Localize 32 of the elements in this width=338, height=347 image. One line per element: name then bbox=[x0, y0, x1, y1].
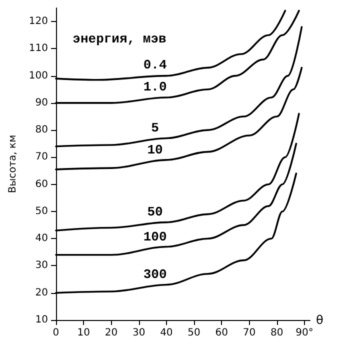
legend-title: энергия, мэв bbox=[72, 32, 166, 47]
x-tick-label: 20 bbox=[104, 328, 118, 338]
y-tick-label: 70 bbox=[35, 152, 48, 163]
x-tick-label: 30 bbox=[132, 328, 146, 338]
series-label: 1.0 bbox=[143, 80, 167, 95]
x-tick-label: 50 bbox=[188, 328, 200, 338]
y-tick-label: 10 bbox=[35, 314, 48, 326]
series-label: 10 bbox=[147, 142, 164, 158]
x-tick-label: 60 bbox=[215, 328, 228, 338]
y-tick-label: 60 bbox=[35, 178, 48, 190]
y-tick-label: 40 bbox=[35, 233, 48, 244]
y-tick-label: 90 bbox=[35, 97, 48, 108]
x-tick-label: 90° bbox=[296, 328, 314, 338]
series-label: 50 bbox=[147, 204, 164, 220]
x-tick-label: 10 bbox=[77, 328, 90, 338]
x-tick-label: 40 bbox=[160, 328, 173, 338]
y-tick-label: 120 bbox=[28, 16, 48, 28]
x-tick-label: 80 bbox=[270, 328, 284, 338]
y-tick-label: 30 bbox=[35, 260, 48, 272]
x-axis-title: θ bbox=[316, 313, 324, 327]
y-tick-label: 50 bbox=[35, 206, 48, 217]
x-tick-label: 0 bbox=[52, 328, 60, 338]
series-label: 0.4 bbox=[143, 57, 167, 72]
y-tick-label: 80 bbox=[35, 124, 48, 136]
y-tick-label: 20 bbox=[35, 287, 48, 298]
y-axis-title: Высота, км bbox=[8, 134, 18, 194]
series-label: 300 bbox=[143, 267, 167, 282]
series-label: 5 bbox=[151, 120, 160, 136]
y-tick-label: 100 bbox=[28, 70, 48, 82]
series-label: 100 bbox=[143, 229, 167, 244]
x-tick-label: 70 bbox=[242, 328, 256, 338]
y-tick-label: 110 bbox=[28, 43, 48, 54]
